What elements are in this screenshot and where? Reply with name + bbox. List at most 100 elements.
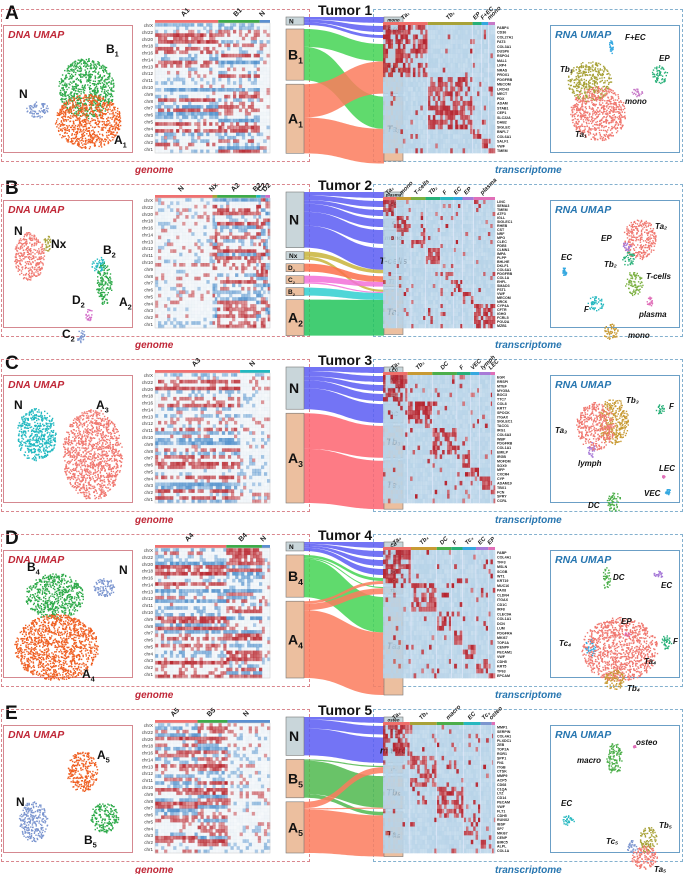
- umap-point: [83, 134, 86, 136]
- umap-point: [62, 104, 64, 107]
- umap-point: [46, 109, 48, 112]
- umap-point: [60, 128, 62, 130]
- umap-point: [23, 253, 25, 255]
- umap-point: [601, 87, 603, 89]
- umap-point: [641, 220, 643, 223]
- umap-point: [647, 232, 650, 235]
- umap-point: [606, 94, 608, 96]
- umap-point: [102, 296, 104, 298]
- umap-point: [29, 258, 31, 261]
- umap-point: [625, 247, 627, 249]
- umap-point: [102, 297, 104, 299]
- umap-point: [93, 455, 96, 457]
- umap-point: [25, 256, 28, 258]
- umap-point: [85, 443, 87, 445]
- umap-point: [600, 122, 603, 124]
- umap-point: [604, 137, 607, 140]
- rna-cluster-label: EC: [561, 253, 572, 262]
- umap-point: [88, 94, 90, 96]
- umap-point: [601, 307, 603, 309]
- umap-point: [94, 109, 96, 112]
- umap-point: [650, 249, 653, 251]
- umap-point: [591, 93, 594, 96]
- gene-label: PDGFRB: [497, 272, 513, 276]
- umap-point: [42, 445, 44, 447]
- umap-point: [26, 261, 29, 263]
- umap-point: [635, 227, 637, 229]
- umap-point: [590, 86, 592, 88]
- umap-point: [624, 242, 626, 244]
- umap-point: [88, 99, 91, 101]
- umap-point: [24, 265, 27, 267]
- umap-point: [579, 96, 581, 98]
- umap-point: [17, 270, 19, 272]
- expression-group-label: EC: [453, 186, 464, 197]
- umap-point: [646, 301, 648, 303]
- umap-point: [100, 280, 102, 282]
- umap-point: [15, 253, 17, 256]
- umap-point: [23, 238, 25, 240]
- umap-point: [104, 102, 106, 105]
- umap-point: [77, 339, 79, 341]
- umap-point: [81, 134, 83, 136]
- umap-point: [633, 236, 635, 238]
- umap-point: [652, 243, 654, 245]
- umap-point: [29, 438, 31, 441]
- umap-point: [26, 447, 29, 450]
- umap-point: [39, 424, 41, 426]
- umap-point: [640, 245, 642, 248]
- umap-point: [73, 130, 75, 132]
- umap-point: [80, 73, 82, 75]
- umap-point: [101, 286, 104, 288]
- umap-point: [89, 104, 91, 107]
- umap-point: [657, 75, 659, 77]
- umap-point: [41, 431, 43, 433]
- umap-point: [592, 128, 594, 130]
- umap-point: [76, 119, 78, 121]
- umap-point: [652, 76, 654, 78]
- umap-point: [614, 99, 617, 101]
- umap-point: [605, 139, 607, 141]
- umap-point: [43, 437, 45, 439]
- umap-point: [593, 83, 596, 85]
- umap-point: [29, 108, 31, 110]
- umap-point: [600, 303, 603, 306]
- umap-point: [76, 132, 79, 135]
- umap-point: [618, 112, 620, 115]
- umap-point: [81, 139, 83, 141]
- umap-point: [111, 289, 113, 291]
- umap-point: [611, 127, 613, 130]
- umap-point: [613, 336, 615, 338]
- umap-point: [597, 71, 599, 73]
- umap-point: [21, 245, 23, 247]
- umap-point: [582, 108, 584, 110]
- umap-point: [588, 122, 590, 125]
- umap-point: [96, 87, 99, 90]
- umap-point: [101, 89, 103, 91]
- umap-point: [600, 124, 603, 127]
- umap-point: [61, 108, 64, 111]
- umap-point: [608, 122, 610, 125]
- umap-point: [98, 82, 101, 84]
- umap-point: [101, 278, 104, 280]
- umap-point: [83, 99, 86, 101]
- umap-point: [611, 330, 613, 333]
- umap-point: [22, 243, 25, 245]
- umap-point: [573, 107, 575, 109]
- umap-point: [90, 64, 93, 66]
- umap-point: [597, 86, 600, 88]
- umap-point: [82, 73, 84, 76]
- umap-point: [611, 125, 613, 128]
- umap-point: [594, 118, 596, 120]
- umap-point: [76, 140, 78, 142]
- umap-point: [641, 234, 643, 236]
- umap-point: [29, 238, 31, 240]
- umap-point: [638, 285, 640, 287]
- umap-point: [22, 266, 24, 268]
- umap-point: [599, 120, 601, 123]
- umap-point: [39, 115, 41, 117]
- umap-point: [97, 276, 99, 278]
- umap-point: [20, 442, 22, 445]
- umap-point: [88, 101, 91, 104]
- umap-point: [23, 427, 26, 429]
